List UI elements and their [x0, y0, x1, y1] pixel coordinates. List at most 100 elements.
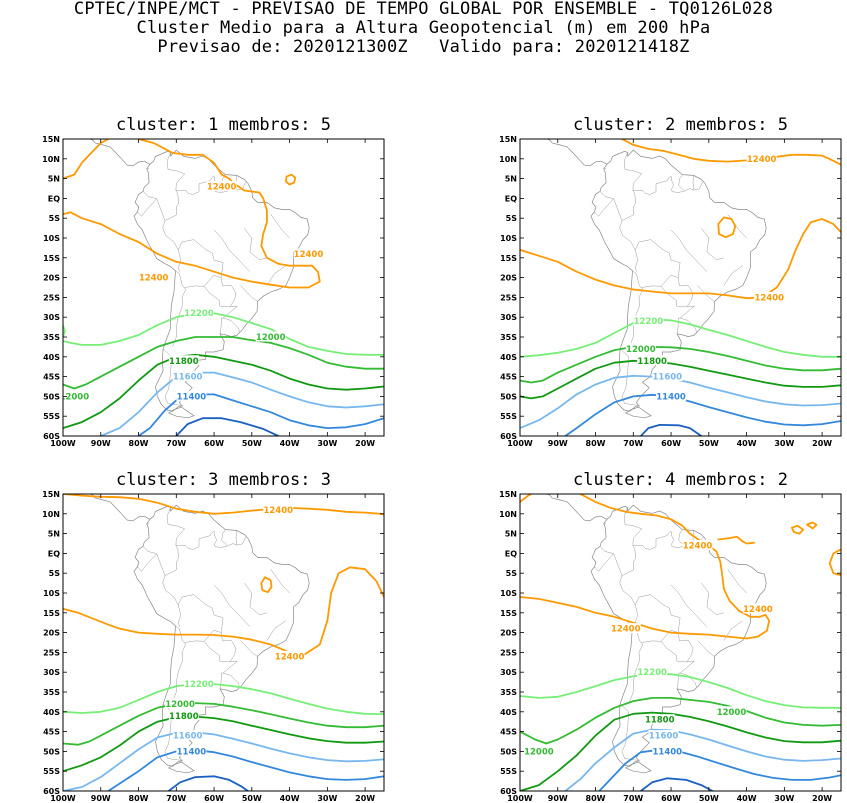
country-border	[244, 227, 267, 261]
contour-line	[63, 312, 384, 356]
lat-tick-label: EQ	[48, 194, 60, 203]
country-border	[240, 285, 258, 302]
contour-label: 11800	[169, 357, 199, 367]
contour-label: 12200	[637, 668, 667, 678]
lon-tick-label: 80W	[129, 794, 149, 803]
country-border	[661, 277, 694, 308]
country-border	[629, 625, 643, 702]
lon-tick-label: 100W	[50, 439, 76, 448]
lon-tick-label: 70W	[166, 439, 186, 448]
lon-tick-label: 80W	[129, 439, 149, 448]
contour-line	[137, 393, 384, 436]
country-border	[270, 214, 290, 239]
lat-tick-label: 60S	[43, 787, 60, 796]
contour-line	[63, 494, 384, 516]
map-panel-1: cluster: 1 membros: 5 12400 12400 12400 1220…	[42, 115, 385, 448]
country-border	[701, 582, 724, 616]
lat-tick-label: 25S	[43, 293, 60, 302]
country-border	[137, 198, 157, 217]
lon-tick-label: 20W	[355, 439, 375, 448]
lat-tick-label: 15S	[500, 254, 517, 263]
lon-tick-label: 60W	[204, 439, 224, 448]
contour-line	[520, 359, 841, 400]
country-border	[692, 175, 694, 191]
lon-tick-label: 40W	[737, 794, 757, 803]
country-border	[219, 317, 240, 334]
country-border	[204, 277, 237, 308]
country-border	[162, 530, 215, 606]
contour-line	[791, 524, 805, 535]
contour-label: 12400	[139, 274, 169, 284]
lon-tick-label: 80W	[586, 439, 606, 448]
contour-line	[107, 749, 384, 791]
lat-tick-label: 55S	[500, 412, 517, 421]
lat-tick-label: EQ	[505, 194, 517, 203]
lat-tick-label: 5N	[505, 175, 517, 184]
lat-tick-label: 60S	[500, 432, 517, 441]
contour-line	[63, 683, 384, 716]
country-border	[697, 640, 715, 657]
lat-tick-label: 10S	[500, 589, 517, 598]
panel-title: cluster: 3 membros: 3	[116, 470, 331, 490]
contour-label: 12000	[256, 333, 286, 343]
coastline	[546, 494, 608, 522]
country-border	[142, 546, 166, 576]
contour-label: 12400	[754, 293, 784, 303]
country-border	[678, 529, 685, 547]
contour-line	[175, 417, 280, 436]
contour-line	[520, 711, 841, 791]
lat-tick-label: 20S	[500, 629, 517, 638]
lat-tick-label: EQ	[48, 549, 60, 558]
lat-tick-label: 25S	[500, 293, 517, 302]
lon-tick-label: 100W	[507, 794, 533, 803]
lat-tick-label: 40S	[43, 708, 60, 717]
contour-label: 12400	[743, 605, 773, 615]
panel-title: cluster: 1 membros: 5	[116, 115, 331, 135]
coastline	[624, 406, 652, 419]
contour-line	[598, 748, 841, 791]
lat-tick-label: 5S	[49, 569, 61, 578]
lon-tick-label: 50W	[699, 794, 719, 803]
lat-tick-label: 55S	[43, 412, 60, 421]
country-border	[599, 191, 623, 221]
lat-tick-label: 45S	[500, 373, 517, 382]
contour-line	[63, 566, 384, 656]
lat-tick-label: 15S	[43, 609, 60, 618]
contour-label: 12400	[275, 652, 305, 662]
lat-tick-label: 55S	[500, 767, 517, 776]
lat-tick-label: 45S	[43, 373, 60, 382]
lon-tick-label: 60W	[204, 794, 224, 803]
lon-tick-label: 70W	[623, 439, 643, 448]
contour-label: 11600	[652, 373, 682, 383]
country-border	[623, 152, 643, 191]
lat-tick-label: 40S	[500, 708, 517, 717]
lon-tick-label: 90W	[91, 794, 111, 803]
lon-tick-label: 100W	[50, 794, 76, 803]
lat-tick-label: 20S	[43, 274, 60, 283]
contour-line	[63, 731, 384, 791]
contour-label: 12000	[165, 700, 195, 710]
contour-label: 12400	[747, 155, 777, 165]
contour-label: 11400	[652, 747, 682, 757]
lon-tick-label: 70W	[166, 794, 186, 803]
panel-title: cluster: 4 membros: 2	[573, 470, 788, 490]
coastline	[624, 761, 652, 774]
contour-label: 11800	[645, 716, 675, 726]
country-border	[629, 270, 643, 347]
contour-line	[520, 345, 841, 384]
contour-label: 11600	[173, 732, 203, 742]
country-border	[166, 152, 186, 191]
country-border	[670, 229, 708, 272]
contour-label: 12000	[717, 708, 747, 718]
country-border	[270, 569, 290, 594]
lon-tick-label: 30W	[317, 439, 337, 448]
contour-label: 11400	[177, 392, 207, 402]
lon-tick-label: 40W	[280, 794, 300, 803]
lat-tick-label: 5S	[49, 214, 61, 223]
contour-label: 11800	[169, 712, 199, 722]
lat-tick-label: 50S	[43, 392, 60, 401]
lat-tick-label: 15N	[499, 135, 517, 144]
contour-line	[260, 576, 273, 594]
lon-tick-label: 90W	[548, 439, 568, 448]
lon-tick-label: 40W	[737, 439, 757, 448]
